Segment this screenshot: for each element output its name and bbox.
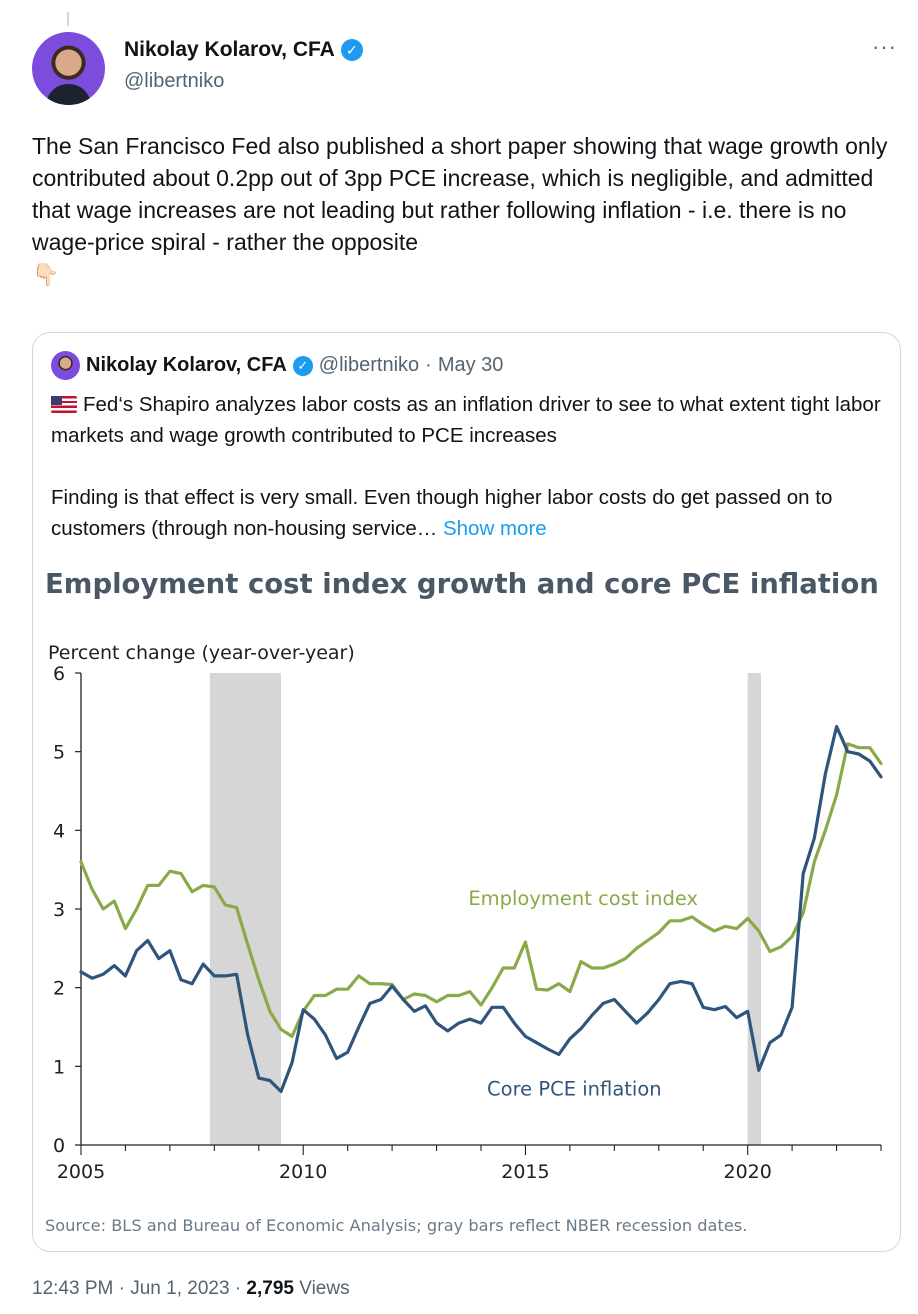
verified-badge-icon: ✓: [340, 39, 363, 61]
chart-title: Employment cost index growth and core PC…: [45, 568, 879, 600]
chart: Employment cost index growth and core PC…: [45, 568, 883, 1235]
thread-line: [67, 12, 69, 26]
y-tick-label-3: 3: [53, 899, 65, 921]
annotation-0: Employment cost index: [468, 887, 698, 910]
y-tick-label-6: 6: [53, 663, 65, 685]
x-tick-label-3: 2020: [723, 1161, 771, 1183]
y-tick-label-0: 0: [53, 1135, 65, 1157]
annotations: Employment cost index Core PCE inflation: [468, 887, 698, 1100]
author-name-row[interactable]: Nikolay Kolarov, CFA ✓: [124, 38, 363, 62]
quoted-date[interactable]: May 30: [437, 354, 504, 376]
quoted-body: Fed‘s Shapiro analyzes labor costs as an…: [51, 393, 881, 540]
y-ticks: 0 1 2 3 4 5 6: [53, 663, 81, 1157]
quoted-separator: ·: [425, 354, 432, 376]
quoted-tweet[interactable]: Nikolay Kolarov, CFA ✓ @libertniko · May…: [32, 332, 901, 1252]
tweet-footer: 12:43 PM · Jun 1, 2023 · 2,795 Views: [32, 1278, 350, 1299]
series-lines: [79, 724, 883, 1094]
x-tick-label-1: 2010: [279, 1161, 327, 1183]
avatar[interactable]: [32, 32, 105, 105]
quoted-tweet-header: Nikolay Kolarov, CFA ✓ @libertniko · May…: [51, 351, 503, 380]
chart-source: Source: BLS and Bureau of Economic Analy…: [45, 1216, 747, 1235]
tweet-body: The San Francisco Fed also published a s…: [32, 133, 894, 255]
recession-bar-1: [747, 673, 761, 1145]
author-handle[interactable]: @libertniko: [124, 70, 225, 92]
views-label: Views: [299, 1278, 350, 1299]
y-tick-label-4: 4: [53, 820, 65, 842]
quoted-avatar[interactable]: [51, 351, 80, 380]
tweet-time[interactable]: 12:43 PM: [32, 1278, 114, 1299]
us-flag-icon: [51, 396, 77, 413]
tweet-date[interactable]: Jun 1, 2023: [130, 1278, 230, 1299]
x-tick-label-0: 2005: [57, 1161, 105, 1183]
quoted-author-handle[interactable]: @libertniko: [318, 354, 420, 376]
x-ticks: 2005 2010 2015 2020: [57, 1145, 882, 1183]
tweet-text: The San Francisco Fed also published a s…: [32, 130, 902, 291]
more-options-icon[interactable]: ···: [872, 34, 897, 59]
y-tick-label-1: 1: [53, 1056, 65, 1078]
quoted-text: Fed‘s Shapiro analyzes labor costs as an…: [51, 389, 881, 544]
recession-bar-0: [209, 673, 281, 1145]
y-tick-label-2: 2: [53, 978, 65, 1000]
author-name[interactable]: Nikolay Kolarov, CFA: [124, 38, 335, 61]
y-axis-label: Percent change (year-over-year): [48, 642, 355, 664]
show-more-link[interactable]: Show more: [442, 517, 547, 540]
pointing-down-emoji: 👇🏻: [32, 262, 60, 287]
series-line-employment-cost-index: [79, 742, 883, 1038]
series-line-core-pce-inflation: [79, 724, 883, 1094]
x-tick-label-2: 2015: [501, 1161, 549, 1183]
annotation-1: Core PCE inflation: [487, 1077, 662, 1100]
quoted-verified-badge-icon: ✓: [292, 355, 313, 376]
y-tick-label-5: 5: [53, 742, 65, 764]
quoted-author-name[interactable]: Nikolay Kolarov, CFA: [86, 354, 287, 376]
views-count: 2,795: [246, 1278, 294, 1299]
